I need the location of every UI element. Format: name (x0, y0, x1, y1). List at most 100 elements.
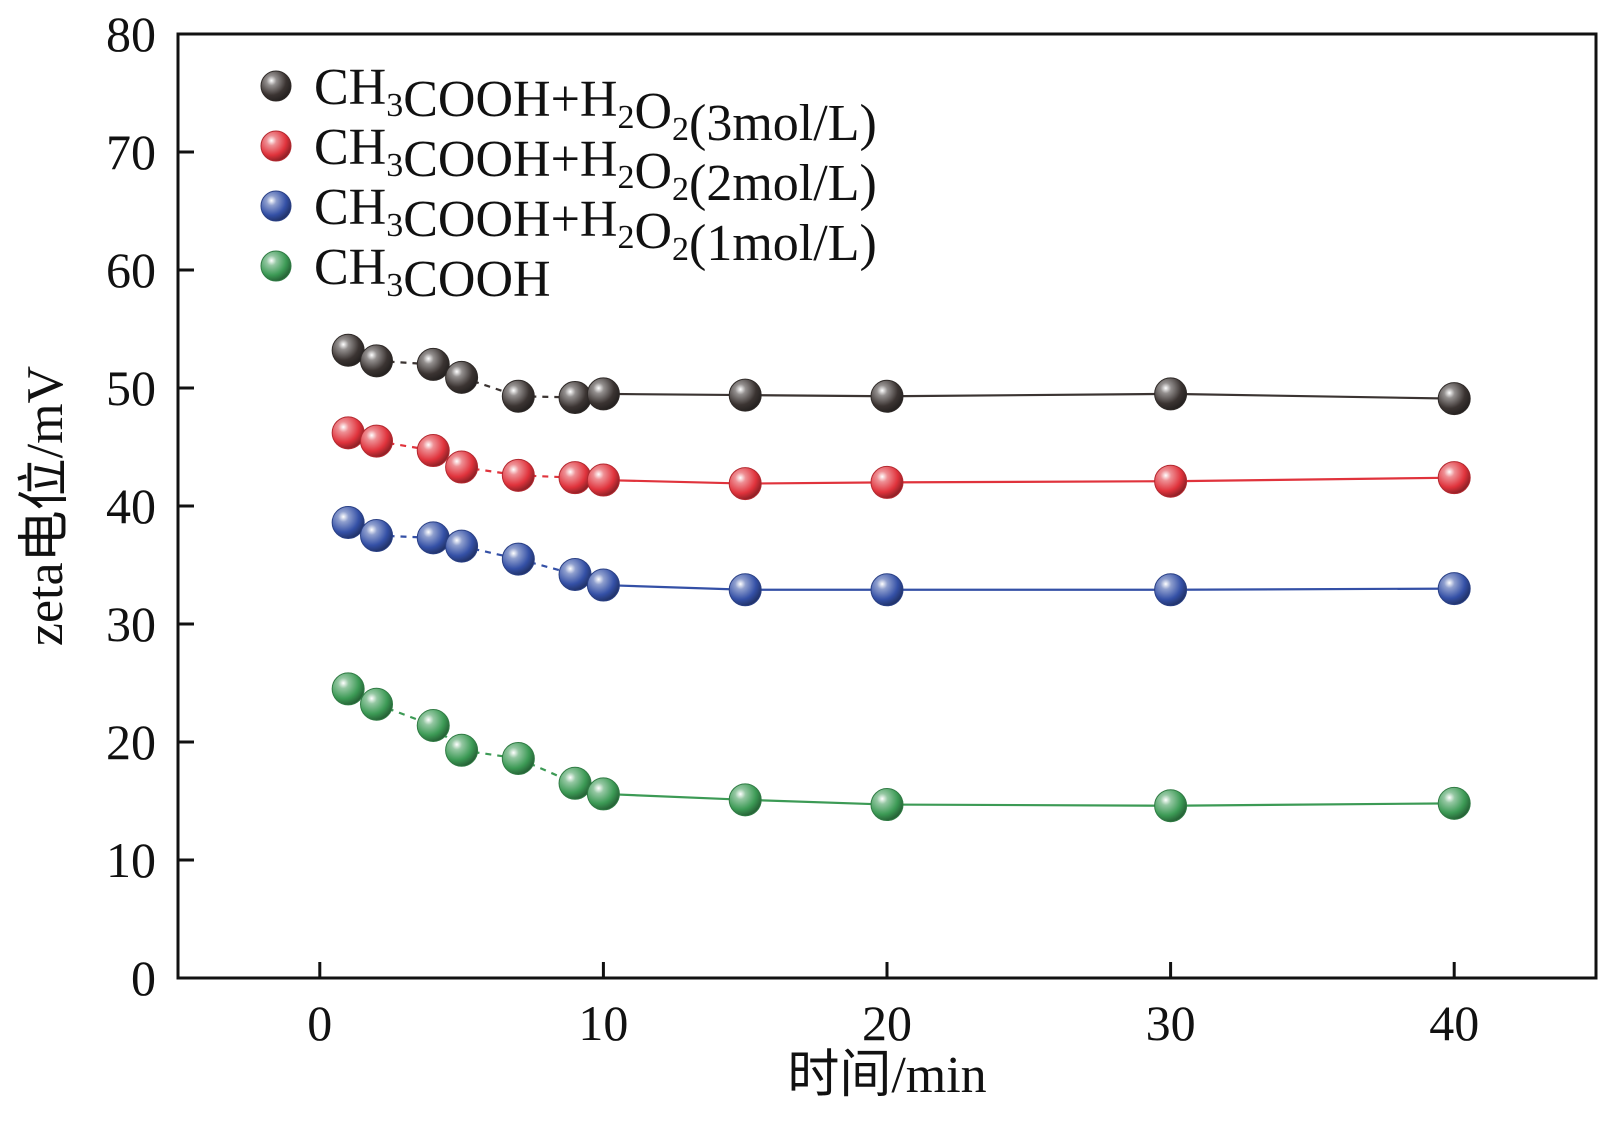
x-tick-label: 10 (578, 995, 628, 1051)
legend: CH3COOH+H2O2(3mol/L)CH3COOH+H2O2(2mol/L)… (260, 59, 877, 308)
series-line-segment (603, 478, 746, 485)
y-tick-label: 20 (106, 714, 156, 770)
legend-label: CH3COOH+H2O2(1mol/L) (314, 179, 877, 272)
series-line-segment (603, 583, 746, 591)
series-line-segment (376, 440, 434, 452)
legend-item: CH3COOH+H2O2(2mol/L) (260, 119, 877, 212)
data-point (870, 465, 904, 499)
series-2 (331, 506, 1471, 607)
series-line-segment (886, 392, 1171, 398)
series-line-segment (1170, 392, 1455, 400)
legend-item: CH3COOH+H2O2(1mol/L) (260, 179, 877, 272)
data-point (558, 557, 592, 591)
legend-item: CH3COOH+H2O2(3mol/L) (260, 59, 877, 152)
series-line-segment (1170, 587, 1455, 591)
data-point (1154, 789, 1188, 823)
data-point (558, 461, 592, 495)
x-tick-label: 0 (307, 995, 332, 1051)
series-line-segment (603, 392, 746, 397)
data-point (445, 529, 479, 563)
series-3 (331, 672, 1471, 823)
data-point (501, 458, 535, 492)
data-point (586, 777, 620, 811)
series-line-segment (376, 534, 434, 539)
data-point (445, 450, 479, 484)
data-point (416, 347, 450, 381)
y-tick-label: 0 (131, 950, 156, 1006)
y-tick-label: 70 (106, 124, 156, 180)
legend-item: CH3COOH (260, 239, 551, 308)
data-point (331, 506, 365, 540)
data-point (586, 463, 620, 497)
y-tick-label: 30 (106, 596, 156, 652)
data-point (331, 333, 365, 367)
data-point (558, 380, 592, 414)
x-tick-label: 30 (1146, 995, 1196, 1051)
x-tick-label: 40 (1429, 995, 1479, 1051)
data-point (1154, 464, 1188, 498)
series-line-segment (461, 465, 519, 477)
data-point (360, 687, 394, 721)
data-point (416, 521, 450, 555)
series-1 (331, 416, 1471, 501)
data-point (1437, 572, 1471, 606)
data-point (445, 733, 479, 767)
data-point (1437, 786, 1471, 820)
legend-marker (260, 130, 292, 162)
data-point (870, 573, 904, 607)
y-tick-label: 40 (106, 478, 156, 534)
y-tick-label: 80 (106, 6, 156, 62)
legend-label: CH3COOH+H2O2(3mol/L) (314, 59, 877, 152)
series-layer (331, 333, 1471, 823)
data-point (558, 766, 592, 800)
data-point (501, 542, 535, 576)
data-point (728, 783, 762, 817)
series-line-segment (886, 480, 1171, 484)
data-point (1154, 573, 1188, 607)
data-point (728, 573, 762, 607)
data-point (360, 344, 394, 378)
legend-label: CH3COOH (314, 239, 551, 308)
data-point (331, 672, 365, 706)
series-line-segment (1170, 802, 1455, 807)
data-point (416, 434, 450, 468)
data-point (1154, 377, 1188, 411)
legend-marker (260, 190, 292, 222)
x-tick-label: 20 (862, 995, 912, 1051)
series-line-segment (518, 474, 576, 479)
data-point (1437, 461, 1471, 495)
legend-label: CH3COOH+H2O2(2mol/L) (314, 119, 877, 212)
y-axis-title: zeta电位/mV (17, 366, 74, 646)
y-tick-label: 60 (106, 242, 156, 298)
data-point (445, 360, 479, 394)
ticks-layer: 0 10 20 30 40 0 10 20 30 40 50 60 70 80 (106, 6, 1479, 1051)
data-point (331, 416, 365, 450)
series-line-segment (603, 792, 746, 801)
series-line-segment (376, 359, 434, 366)
data-point (501, 742, 535, 776)
data-point (586, 568, 620, 602)
data-point (416, 708, 450, 742)
series-line-segment (745, 798, 888, 806)
series-line-segment (518, 395, 576, 399)
data-point (728, 467, 762, 501)
x-axis-title: 时间/min (787, 1047, 986, 1104)
data-point (501, 379, 535, 413)
data-point (870, 379, 904, 413)
series-line-segment (461, 749, 519, 760)
legend-marker (260, 250, 292, 282)
data-point (1437, 382, 1471, 416)
y-tick-label: 50 (106, 360, 156, 416)
data-point (360, 424, 394, 458)
data-point (360, 519, 394, 552)
series-0 (331, 333, 1471, 416)
series-line-segment (1170, 476, 1455, 483)
series-line-segment (886, 803, 1171, 807)
data-point (728, 378, 762, 412)
legend-marker (260, 70, 292, 102)
y-tick-label: 10 (106, 832, 156, 888)
series-line-segment (745, 481, 888, 485)
data-point (586, 377, 620, 411)
